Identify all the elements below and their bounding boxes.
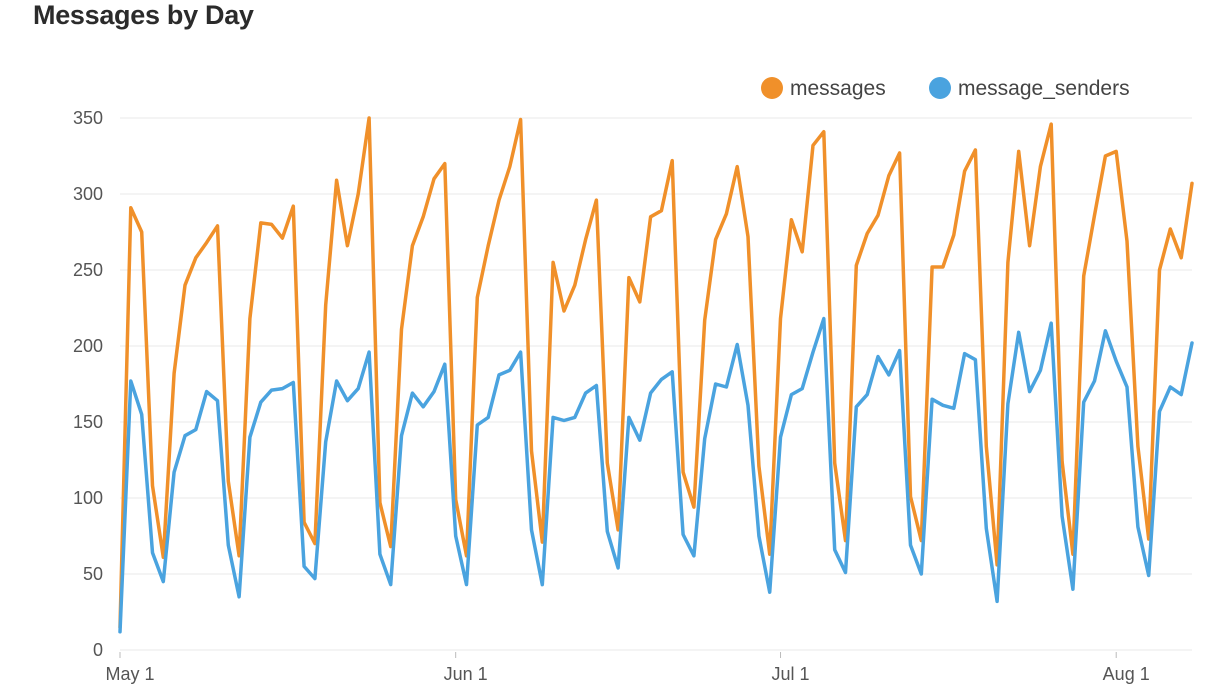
chart-title: Messages by Day bbox=[33, 0, 254, 30]
legend-swatch-message-senders bbox=[929, 77, 951, 99]
legend-label-message-senders: message_senders bbox=[958, 77, 1130, 100]
y-tick-label: 250 bbox=[73, 260, 103, 280]
legend-label-messages: messages bbox=[790, 77, 886, 100]
x-tick-label: Jul 1 bbox=[772, 664, 810, 684]
y-tick-label: 350 bbox=[73, 108, 103, 128]
legend-item-messages[interactable]: messages bbox=[761, 77, 886, 100]
y-tick-label: 100 bbox=[73, 488, 103, 508]
y-axis-ticks: 0 50 100 150 200 250 300 350 bbox=[73, 108, 103, 660]
legend-swatch-messages bbox=[761, 77, 783, 99]
y-tick-label: 300 bbox=[73, 184, 103, 204]
y-tick-label: 200 bbox=[73, 336, 103, 356]
series-line-messages[interactable] bbox=[118, 116, 1194, 629]
y-tick-label: 150 bbox=[73, 412, 103, 432]
x-tick-label: May 1 bbox=[105, 664, 154, 684]
x-tick-label: Jun 1 bbox=[444, 664, 488, 684]
y-tick-label: 50 bbox=[83, 564, 103, 584]
legend: messages message_senders bbox=[761, 77, 1130, 100]
series-line-message-senders[interactable] bbox=[118, 316, 1194, 634]
x-tick-label: Aug 1 bbox=[1103, 664, 1150, 684]
x-axis-ticks: May 1 Jun 1 Jul 1 Aug 1 bbox=[105, 652, 1150, 684]
y-tick-label: 0 bbox=[93, 640, 103, 660]
series-lines bbox=[118, 116, 1194, 634]
legend-item-message-senders[interactable]: message_senders bbox=[929, 77, 1130, 100]
